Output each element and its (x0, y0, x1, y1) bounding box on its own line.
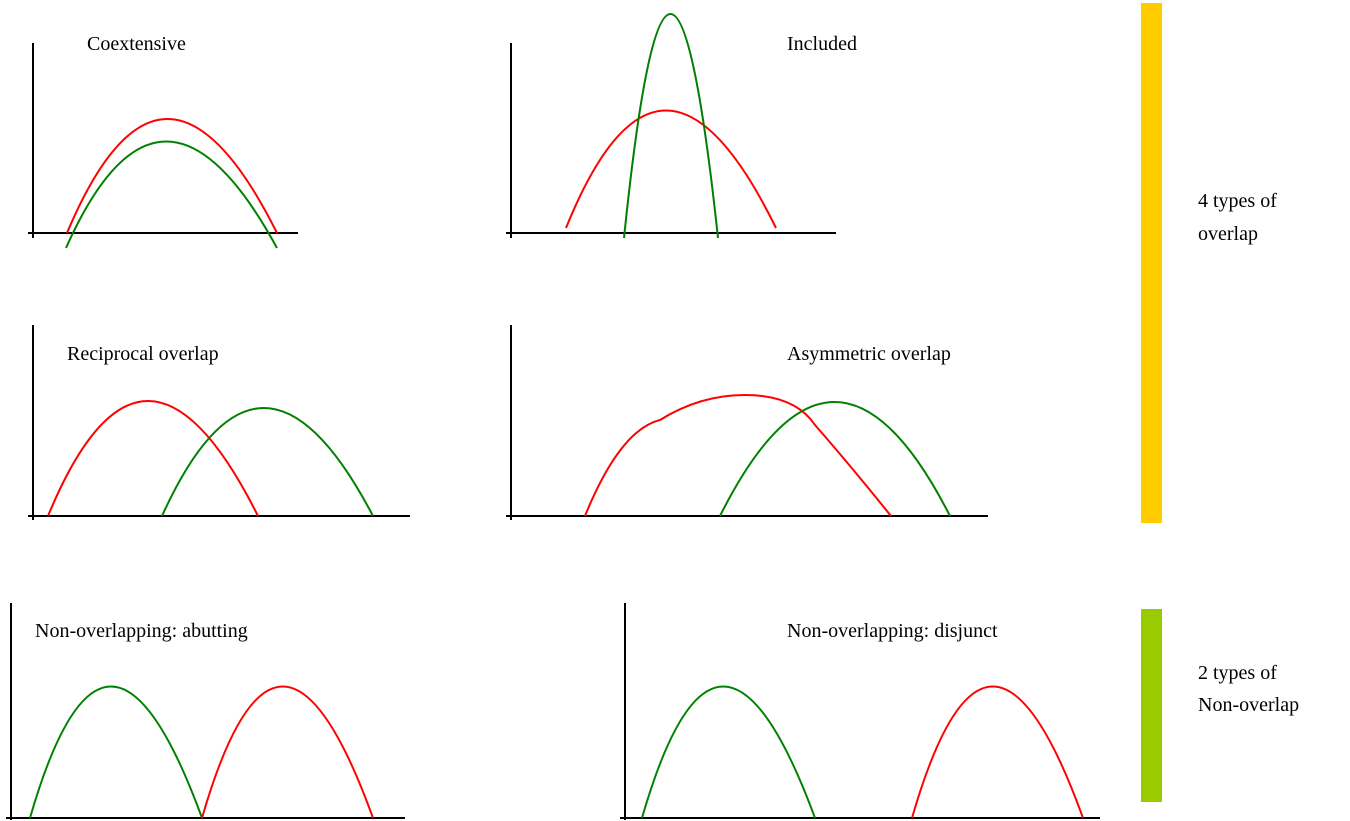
green-curve (719, 401, 951, 517)
green-curve (641, 685, 816, 819)
panel-title: Non-overlapping: disjunct (787, 620, 998, 642)
panel-asymmetric: Asymmetric overlap (506, 325, 988, 520)
green-curve (29, 685, 203, 819)
red-curve (565, 109, 777, 229)
red-curve (47, 400, 259, 517)
panel-coextensive: Coextensive (28, 33, 298, 249)
panel-title: Included (787, 33, 857, 55)
green-curve (65, 140, 278, 249)
panel-title: Coextensive (87, 33, 186, 55)
green-curve (161, 407, 374, 517)
nonoverlap-group-label-line2: Non-overlap (1198, 694, 1299, 716)
nonoverlap-group-bar (1141, 609, 1162, 802)
panel-included: Included (506, 13, 857, 239)
red-curve (201, 685, 374, 819)
overlap-group-label-line2: overlap (1198, 223, 1258, 245)
overlap-group-bar (1141, 3, 1162, 523)
panel-title: Asymmetric overlap (787, 343, 951, 365)
panel-title: Non-overlapping: abutting (35, 620, 248, 642)
panel-abutting: Non-overlapping: abutting (6, 603, 405, 820)
panel-title: Reciprocal overlap (67, 343, 219, 365)
overlap-group-label-line1: 4 types of (1198, 190, 1277, 212)
red-curve (66, 118, 278, 234)
nonoverlap-group-label-line1: 2 types of (1198, 662, 1277, 684)
panel-disjunct: Non-overlapping: disjunct (620, 603, 1100, 820)
panel-reciprocal: Reciprocal overlap (28, 325, 410, 520)
red-curve (584, 393, 892, 517)
green-curve (623, 13, 719, 239)
red-curve (911, 685, 1084, 819)
